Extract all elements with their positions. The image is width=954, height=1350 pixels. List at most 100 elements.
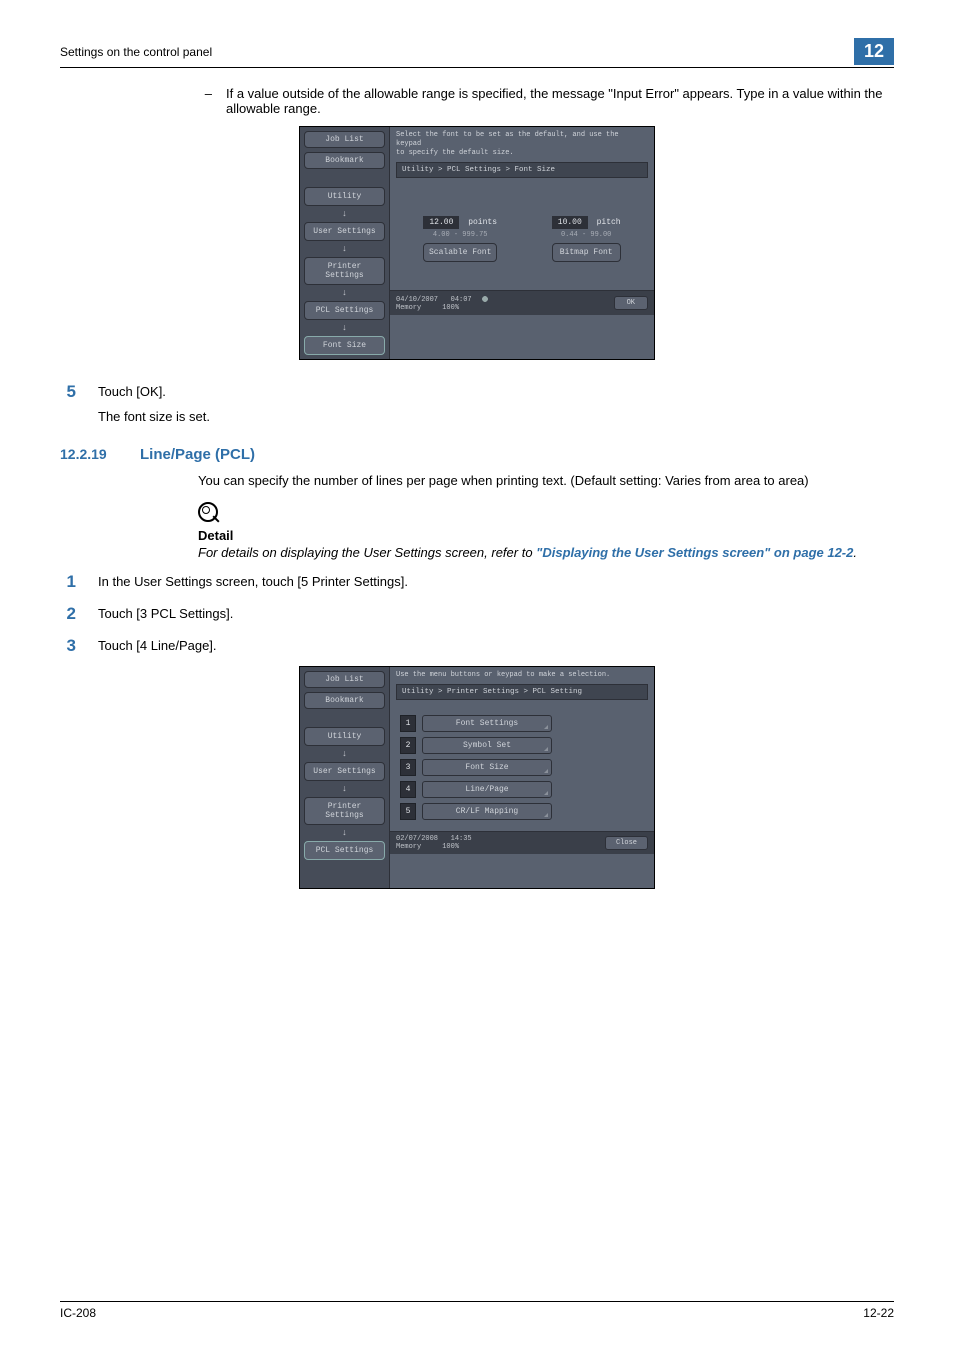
section-intro: You can specify the number of lines per … xyxy=(198,473,894,488)
footer-right: 12-22 xyxy=(863,1306,894,1320)
chapter-badge: 12 xyxy=(854,38,894,65)
detail-label: Detail xyxy=(198,528,894,543)
step-2-number: 2 xyxy=(60,604,76,624)
ss2-breadcrumb: Utility > Printer Settings > PCL Setting xyxy=(396,684,648,700)
screenshot-2: Job List Bookmark Utility ↓ User Setting… xyxy=(299,666,655,889)
menu-num-1: 1 xyxy=(400,715,416,732)
screenshot-2-wrap: Job List Bookmark Utility ↓ User Setting… xyxy=(60,666,894,889)
section-heading: 12.2.19 Line/Page (PCL) xyxy=(60,446,894,463)
nav-arrow-icon: ↓ xyxy=(304,785,385,793)
bitmap-range: 0.44 - 99.00 xyxy=(552,231,621,239)
ss2-status-info: 02/07/2008 14:35 Memory 100% xyxy=(396,835,472,851)
section-number: 12.2.19 xyxy=(60,446,122,462)
ss1-breadcrumb: Utility > PCL Settings > Font Size xyxy=(396,162,648,178)
detail-text: For details on displaying the User Setti… xyxy=(198,545,894,560)
step-5-text: Touch [OK]. xyxy=(98,384,894,399)
step-1: 1 In the User Settings screen, touch [5 … xyxy=(60,572,894,592)
ss1-memory-label: Memory xyxy=(396,304,421,312)
menu-num-5: 5 xyxy=(400,803,416,820)
job-list-button[interactable]: Job List xyxy=(304,131,385,148)
ss1-status-bar: 04/10/2007 04:07 Memory 100% OK xyxy=(390,290,654,315)
scalable-font-block: 12.00 points 4.00 - 999.75 Scalable Font xyxy=(423,216,497,262)
bitmap-value: 10.00 xyxy=(552,216,588,229)
font-size-menu-button[interactable]: Font Size xyxy=(422,759,552,776)
ss2-time: 14:35 xyxy=(451,835,472,843)
magnifier-icon xyxy=(198,502,894,526)
line-page-button[interactable]: Line/Page xyxy=(422,781,552,798)
symbol-set-button[interactable]: Symbol Set xyxy=(422,737,552,754)
menu-row-3: 3 Font Size xyxy=(400,759,648,776)
detail-block: Detail For details on displaying the Use… xyxy=(198,502,894,560)
scalable-value: 12.00 xyxy=(423,216,459,229)
user-settings-button[interactable]: User Settings xyxy=(304,762,385,781)
ss2-memory-value: 100% xyxy=(442,843,459,851)
step-5-sub: The font size is set. xyxy=(98,409,894,424)
dash-mark: – xyxy=(198,86,212,116)
step-5: 5 Touch [OK]. The font size is set. xyxy=(60,382,894,424)
step-5-number: 5 xyxy=(60,382,76,424)
ss2-nav: Job List Bookmark Utility ↓ User Setting… xyxy=(300,667,390,888)
nav-arrow-icon: ↓ xyxy=(304,750,385,758)
nav-arrow-icon: ↓ xyxy=(304,829,385,837)
scalable-unit: points xyxy=(464,218,497,227)
detail-text-pre: For details on displaying the User Setti… xyxy=(198,545,536,560)
gear-icon xyxy=(480,294,490,304)
ss1-memory-value: 100% xyxy=(442,304,459,312)
crlf-mapping-button[interactable]: CR/LF Mapping xyxy=(422,803,552,820)
menu-row-4: 4 Line/Page xyxy=(400,781,648,798)
ss1-nav: Job List Bookmark Utility ↓ User Setting… xyxy=(300,127,390,359)
step-3-number: 3 xyxy=(60,636,76,656)
printer-settings-button[interactable]: Printer Settings xyxy=(304,797,385,825)
menu-num-4: 4 xyxy=(400,781,416,798)
user-settings-button[interactable]: User Settings xyxy=(304,222,385,241)
page-footer: IC-208 12-22 xyxy=(60,1301,894,1320)
intro-note: – If a value outside of the allowable ra… xyxy=(198,86,894,116)
utility-button[interactable]: Utility xyxy=(304,727,385,746)
ss1-status-info: 04/10/2007 04:07 Memory 100% xyxy=(396,294,490,312)
bookmark-button[interactable]: Bookmark xyxy=(304,692,385,709)
header-left: Settings on the control panel xyxy=(60,45,212,59)
menu-num-2: 2 xyxy=(400,737,416,754)
step-3-text: Touch [4 Line/Page]. xyxy=(98,636,894,656)
pcl-settings-button[interactable]: PCL Settings xyxy=(304,301,385,320)
bitmap-unit: pitch xyxy=(593,218,621,227)
ss1-message: Select the font to be set as the default… xyxy=(390,127,654,160)
detail-text-post: . xyxy=(853,545,857,560)
ss2-message: Use the menu buttons or keypad to make a… xyxy=(390,667,654,682)
ss1-time: 04:07 xyxy=(451,296,472,304)
screenshot-1: Job List Bookmark Utility ↓ User Setting… xyxy=(299,126,655,360)
nav-arrow-icon: ↓ xyxy=(304,289,385,297)
screenshot-1-wrap: Job List Bookmark Utility ↓ User Setting… xyxy=(60,126,894,360)
job-list-button[interactable]: Job List xyxy=(304,671,385,688)
pcl-settings-button[interactable]: PCL Settings xyxy=(304,841,385,860)
nav-arrow-icon: ↓ xyxy=(304,245,385,253)
font-settings-button[interactable]: Font Settings xyxy=(422,715,552,732)
bookmark-button[interactable]: Bookmark xyxy=(304,152,385,169)
ok-button[interactable]: OK xyxy=(614,296,648,310)
step-3: 3 Touch [4 Line/Page]. xyxy=(60,636,894,656)
scalable-range: 4.00 - 999.75 xyxy=(423,231,497,239)
step-1-text: In the User Settings screen, touch [5 Pr… xyxy=(98,572,894,592)
section-title: Line/Page (PCL) xyxy=(140,446,255,463)
scalable-font-button[interactable]: Scalable Font xyxy=(423,243,497,262)
menu-num-3: 3 xyxy=(400,759,416,776)
font-size-button[interactable]: Font Size xyxy=(304,336,385,355)
ss2-date: 02/07/2008 xyxy=(396,835,438,843)
page-header: Settings on the control panel 12 xyxy=(60,38,894,68)
close-button[interactable]: Close xyxy=(605,836,648,850)
menu-row-2: 2 Symbol Set xyxy=(400,737,648,754)
nav-arrow-icon: ↓ xyxy=(304,324,385,332)
footer-left: IC-208 xyxy=(60,1306,96,1320)
menu-row-1: 1 Font Settings xyxy=(400,715,648,732)
bitmap-font-button[interactable]: Bitmap Font xyxy=(552,243,621,262)
detail-link[interactable]: "Displaying the User Settings screen" on… xyxy=(536,545,853,560)
nav-arrow-icon: ↓ xyxy=(304,210,385,218)
bitmap-font-block: 10.00 pitch 0.44 - 99.00 Bitmap Font xyxy=(552,216,621,262)
utility-button[interactable]: Utility xyxy=(304,187,385,206)
ss2-memory-label: Memory xyxy=(396,843,421,851)
ss1-date: 04/10/2007 xyxy=(396,296,438,304)
printer-settings-button[interactable]: Printer Settings xyxy=(304,257,385,285)
step-1-number: 1 xyxy=(60,572,76,592)
menu-row-5: 5 CR/LF Mapping xyxy=(400,803,648,820)
step-2-text: Touch [3 PCL Settings]. xyxy=(98,604,894,624)
